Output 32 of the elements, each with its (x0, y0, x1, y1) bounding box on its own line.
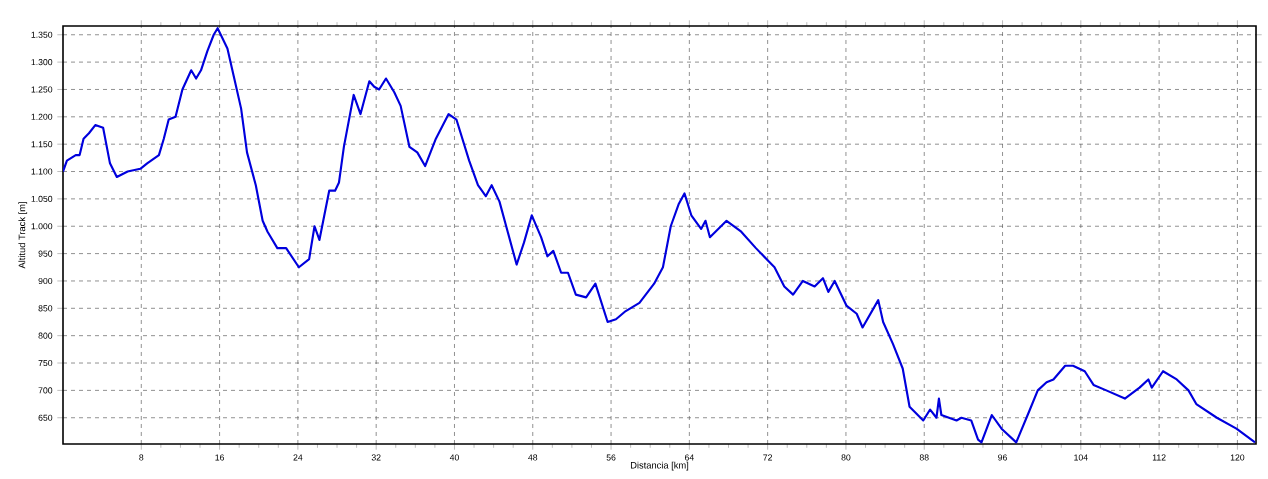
y-tick-label: 850 (38, 305, 53, 312)
x-tick-label: 80 (841, 454, 851, 461)
x-tick-label: 24 (293, 454, 303, 461)
x-axis-title: Distancia [km] (630, 461, 689, 471)
x-tick-label: 8 (139, 454, 144, 461)
y-tick-label: 1.200 (31, 113, 53, 120)
x-tick-label: 96 (998, 454, 1007, 461)
x-tick-label: 16 (215, 454, 225, 461)
y-tick-label: 1.050 (31, 195, 53, 202)
x-tick-label: 32 (371, 454, 381, 461)
x-tick-label: 56 (606, 454, 616, 461)
x-tick-label: 112 (1152, 454, 1166, 461)
x-tick-label: 88 (919, 454, 929, 461)
y-tick-label: 750 (38, 359, 53, 367)
y-tick-label: 1.100 (31, 168, 53, 175)
x-tick-label: 64 (684, 454, 694, 461)
x-tick-label: 120 (1230, 454, 1245, 461)
y-tick-label: 1.250 (31, 86, 53, 93)
y-tick-label: 800 (38, 332, 53, 339)
y-tick-label: 700 (38, 387, 53, 394)
y-tick-label: 1.000 (31, 223, 53, 230)
y-tick-label: 650 (38, 414, 53, 421)
y-tick-label: 1.150 (31, 141, 53, 148)
y-tick-label: 1.300 (31, 59, 53, 66)
x-tick-label: 48 (528, 454, 538, 461)
x-tick-label: 104 (1074, 454, 1088, 461)
y-axis-title: Altitud Track [m] (18, 202, 28, 269)
y-tick-label: 900 (38, 277, 53, 285)
y-tick-label: 950 (38, 250, 53, 257)
x-tick-label: 40 (449, 454, 459, 461)
x-tick-label: 72 (763, 454, 773, 461)
y-tick-label: 1.350 (31, 31, 53, 38)
